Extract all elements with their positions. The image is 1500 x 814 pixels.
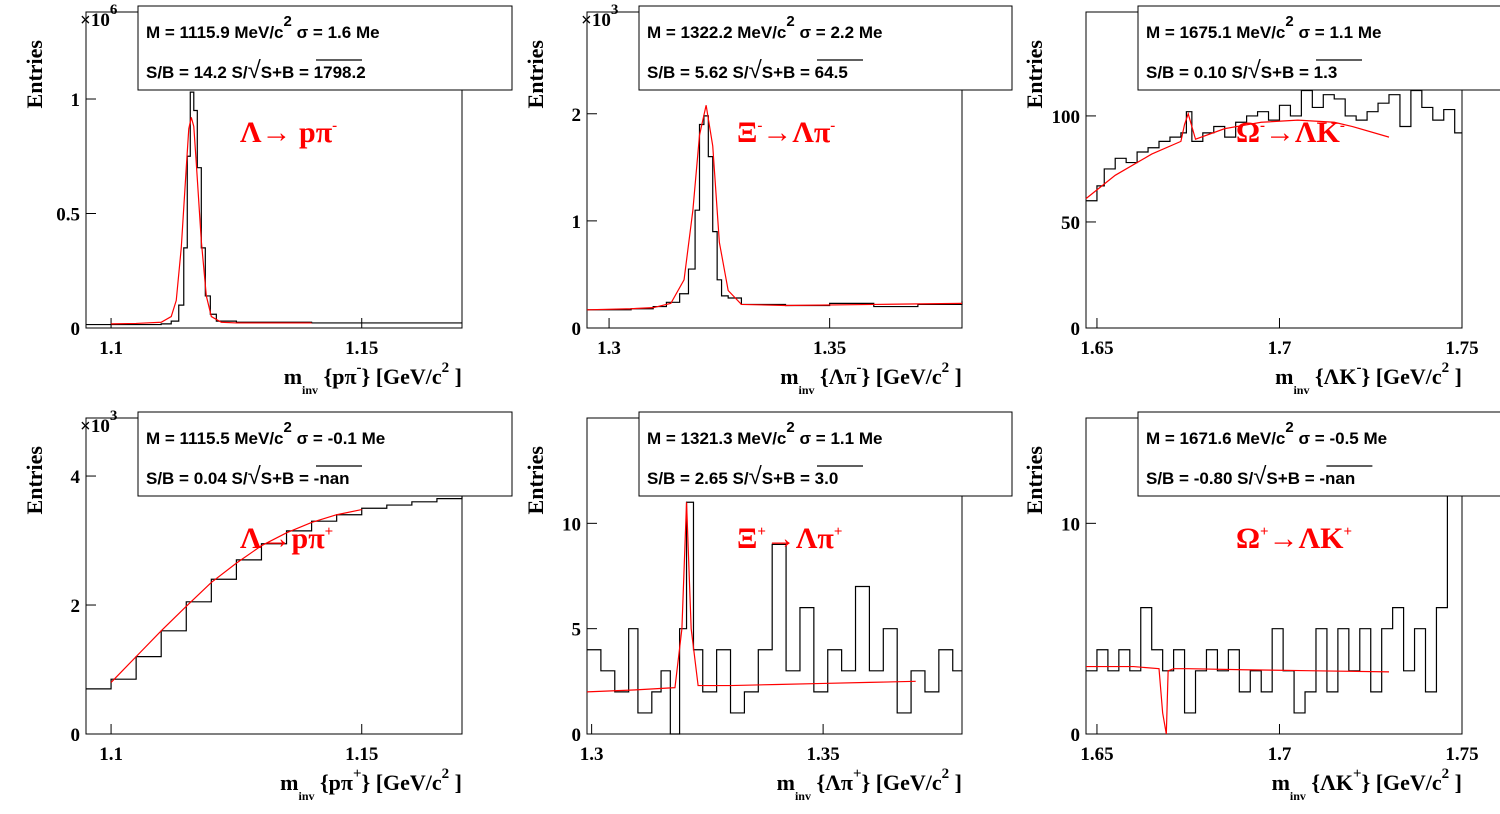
x-tick-label: 1.7 — [1268, 338, 1292, 359]
y-tick-label: 50 — [1061, 213, 1080, 234]
x-tick-label: 1.3 — [597, 338, 621, 359]
y-tick-label: 10 — [1061, 514, 1080, 535]
x-tick-label: 1.1 — [99, 744, 123, 765]
axis-exponent-label: ×106 — [80, 2, 118, 31]
chart-panel-5: 0 5 10 1.3 1.35 Entries minv {Λπ+} [GeV/c2 ] M … — [523, 411, 1013, 803]
stats-box: M = 1671.6 MeV/c2 σ = -0.5 Me S/B = -0.80… — [1137, 411, 1500, 497]
stats-box-frame — [638, 411, 1013, 497]
chart-panel-3: 0 50 100 1.65 1.7 1.75 Entries minv {ΛK-} [GeV/… — [1022, 5, 1500, 397]
fit-curve — [1085, 111, 1390, 200]
y-tick-label: 0.5 — [56, 205, 80, 226]
x-tick-label: 1.15 — [345, 744, 378, 765]
fit-curve — [1086, 665, 1389, 735]
x-axis-title: minv {ΛK+} [GeV/c2 ] — [1272, 766, 1462, 803]
x-axis-title: minv {pπ-} [GeV/c2 ] — [284, 360, 462, 397]
y-tick-label: 0 — [572, 319, 582, 340]
x-axis-title: minv {Λπ+} [GeV/c2 ] — [777, 766, 962, 803]
stats-line-mass: M = 1322.2 MeV/c2 σ = 2.2 Me — [647, 13, 882, 42]
x-tick-label: 1.75 — [1445, 338, 1478, 359]
stats-box: M = 1321.3 MeV/c2 σ = 1.1 Me S/B = 2.65 S… — [638, 411, 1013, 497]
stats-box-frame — [638, 5, 1013, 91]
x-tick-label: 1.35 — [806, 744, 839, 765]
y-tick-label: 1 — [572, 212, 582, 233]
x-tick-label: 1.65 — [1080, 338, 1113, 359]
histogram-series — [1086, 89, 1462, 202]
axis-exponent-label: ×103 — [80, 408, 117, 437]
y-tick-label: 10 — [562, 514, 581, 535]
stats-line-mass: M = 1671.6 MeV/c2 σ = -0.5 Me — [1146, 419, 1387, 448]
x-axis-title: minv {ΛK-} [GeV/c2 ] — [1275, 360, 1462, 397]
y-tick-label: 1 — [71, 90, 81, 111]
decay-channel-label: Ξ+→Λπ+ — [737, 522, 842, 555]
stats-box-frame — [137, 5, 513, 91]
x-tick-label: 1.1 — [99, 338, 123, 359]
y-axis-title: Entries — [1022, 40, 1047, 109]
fit-curve — [111, 117, 312, 325]
y-axis-title: Entries — [22, 40, 47, 109]
x-axis-title: minv {Λπ-} [GeV/c2 ] — [780, 360, 962, 397]
decay-channel-label: Λ→pπ+ — [240, 522, 333, 555]
stats-line-mass: M = 1115.9 MeV/c2 σ = 1.6 Me — [146, 13, 380, 42]
stats-line-significance: S/B = 0.04 S/√S+B = -nan — [146, 463, 350, 490]
stats-line-significance: S/B = 14.2 S/√S+B = 1798.2 — [146, 57, 366, 84]
x-tick-label: 1.35 — [813, 338, 846, 359]
x-tick-label: 1.65 — [1080, 744, 1113, 765]
stats-box: M = 1322.2 MeV/c2 σ = 2.2 Me S/B = 5.62 S… — [638, 5, 1013, 91]
histogram-series — [587, 501, 962, 735]
y-tick-label: 0 — [572, 725, 582, 746]
y-axis-title: Entries — [523, 446, 548, 515]
stats-line-mass: M = 1675.1 MeV/c2 σ = 1.1 Me — [1146, 13, 1381, 42]
fit-curve — [586, 105, 963, 311]
x-tick-label: 1.15 — [345, 338, 378, 359]
stats-line-significance: S/B = 2.65 S/√S+B = 3.0 — [647, 463, 838, 490]
stats-line-mass: M = 1115.5 MeV/c2 σ = -0.1 Me — [146, 419, 385, 448]
stats-box-frame — [1137, 411, 1500, 497]
histogram-series — [1086, 459, 1462, 714]
chart-panel-6: 0 10 1.65 1.7 1.75 Entries minv {ΛK+} [GeV/c2 … — [1022, 411, 1500, 803]
stats-box-frame — [1137, 5, 1500, 91]
y-axis-title: Entries — [22, 446, 47, 515]
decay-channel-label: Λ→ pπ- — [240, 116, 337, 149]
y-tick-label: 2 — [71, 596, 81, 617]
axis-exponent-label: ×103 — [581, 2, 618, 31]
stats-line-significance: S/B = -0.80 S/√S+B = -nan — [1146, 463, 1355, 490]
y-tick-label: 0 — [71, 319, 81, 340]
stats-box: M = 1115.5 MeV/c2 σ = -0.1 Me S/B = 0.04 … — [137, 411, 513, 497]
stats-box: M = 1675.1 MeV/c2 σ = 1.1 Me S/B = 0.10 S… — [1137, 5, 1500, 91]
fit-curve — [586, 502, 916, 693]
chart-panel-2: 0 1 2 1.3 1.35 ×103 Entries minv {Λπ-} [GeV/c2 … — [523, 2, 1013, 397]
y-tick-label: 0 — [71, 725, 81, 746]
chart-panel-4: 0 2 4 1.1 1.15 ×103 Entries minv {pπ+} [GeV/c2 … — [22, 408, 513, 803]
decay-channel-label: Ω-→ΛK- — [1236, 116, 1345, 149]
x-tick-label: 1.3 — [580, 744, 604, 765]
x-tick-label: 1.7 — [1268, 744, 1292, 765]
y-tick-label: 4 — [71, 467, 81, 488]
y-tick-label: 5 — [572, 620, 582, 641]
y-tick-label: 2 — [572, 105, 582, 126]
chart-panel-1: 0 0.5 1 1.1 1.15 ×106 Entries minv {pπ-} [GeV/c… — [22, 2, 513, 397]
decay-channel-label: Ξ-→Λπ- — [737, 116, 835, 149]
stats-line-mass: M = 1321.3 MeV/c2 σ = 1.1 Me — [647, 419, 882, 448]
histogram-series — [86, 496, 463, 690]
y-tick-label: 0 — [1071, 319, 1081, 340]
y-axis-title: Entries — [1022, 446, 1047, 515]
decay-channel-label: Ω+→ΛK+ — [1236, 522, 1352, 555]
fit-curve — [110, 508, 362, 683]
stats-box: M = 1115.9 MeV/c2 σ = 1.6 Me S/B = 14.2 S… — [137, 5, 513, 91]
y-tick-label: 100 — [1052, 107, 1081, 128]
y-axis-title: Entries — [523, 40, 548, 109]
x-axis-title: minv {pπ+} [GeV/c2 ] — [280, 766, 462, 803]
y-tick-label: 0 — [1071, 725, 1081, 746]
stats-line-significance: S/B = 5.62 S/√S+B = 64.5 — [647, 57, 848, 84]
x-tick-label: 1.75 — [1445, 744, 1478, 765]
stats-box-frame — [137, 411, 513, 497]
stats-line-significance: S/B = 0.10 S/√S+B = 1.3 — [1146, 57, 1337, 84]
